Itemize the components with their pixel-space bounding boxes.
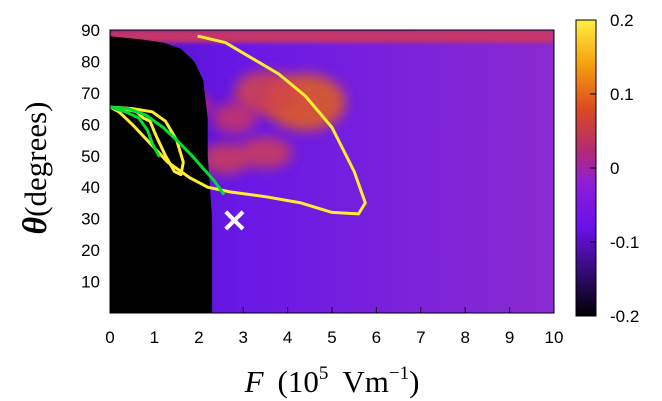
colorbar-tick-label: 0 (610, 159, 619, 178)
x-axis-unit-exponent-2: −1 (389, 363, 409, 384)
x-tick-label: 1 (150, 328, 159, 347)
y-tick-label: 80 (81, 52, 100, 71)
y-tick-label: 10 (81, 273, 100, 292)
x-tick-label: 3 (238, 328, 247, 347)
colorbar: 0.2 0.1 0 -0.1 -0.2 (575, 11, 639, 326)
colorbar-tick-label: 0.1 (610, 85, 634, 104)
y-tick-label: 40 (81, 178, 100, 197)
x-tick-label: 5 (327, 328, 336, 347)
marker-layer: × (220, 200, 249, 240)
colorbar-tick-label: -0.1 (610, 233, 639, 252)
x-axis-unit: Vm (342, 364, 389, 399)
x-tick-label: 8 (460, 328, 469, 347)
y-axis-symbol: θ (17, 216, 54, 234)
heatmap-plot-area (110, 30, 554, 313)
x-tick-label: 10 (545, 328, 564, 347)
x-tick-label: 2 (194, 328, 203, 347)
x-tick-label: 0 (105, 328, 114, 347)
y-axis-text: (degrees) (18, 102, 53, 217)
curve-2 (110, 105, 225, 195)
y-tick-label: 20 (81, 241, 100, 260)
y-tick-label: 60 (81, 115, 100, 134)
x-axis-label: F (105 Vm−1) (244, 363, 420, 399)
heatmap-blob-2 (201, 143, 250, 175)
y-axis-label: θ(degrees) (17, 102, 54, 235)
y-tick-label: 30 (81, 210, 100, 229)
x-axis-variable: F (244, 364, 265, 399)
x-axis-unit-exponent: 5 (319, 363, 329, 384)
colorbar-tick-label: -0.2 (610, 307, 639, 326)
x-tick-label: 9 (505, 328, 514, 347)
heatmap-top-band (110, 30, 554, 43)
colorbar-ticks: 0.2 0.1 0 -0.1 -0.2 (590, 11, 639, 326)
heatmap-blob-4 (212, 102, 257, 134)
x-axis-unit-close: ) (409, 364, 419, 399)
y-tick-label: 50 (81, 147, 100, 166)
x-axis-unit-open: (10 (278, 364, 319, 399)
heatmap-blob-1 (234, 70, 297, 115)
curve-3 (110, 105, 161, 158)
y-tick-label: 70 (81, 84, 100, 103)
y-tick-label: 90 (81, 21, 100, 40)
cross-marker: × (220, 200, 249, 240)
x-tick-label: 7 (416, 328, 425, 347)
colorbar-tick-label: 0.2 (610, 11, 634, 30)
x-axis-ticks: 0 1 2 3 4 5 6 7 8 9 10 (105, 307, 563, 347)
curve-layer (110, 34, 367, 216)
heatmap-low-region (110, 30, 213, 313)
x-tick-label: 6 (372, 328, 381, 347)
heatmap-blob-3 (238, 136, 293, 169)
y-axis-ticks: 10 20 30 40 50 60 70 80 90 (81, 21, 116, 292)
x-tick-label: 4 (283, 328, 292, 347)
